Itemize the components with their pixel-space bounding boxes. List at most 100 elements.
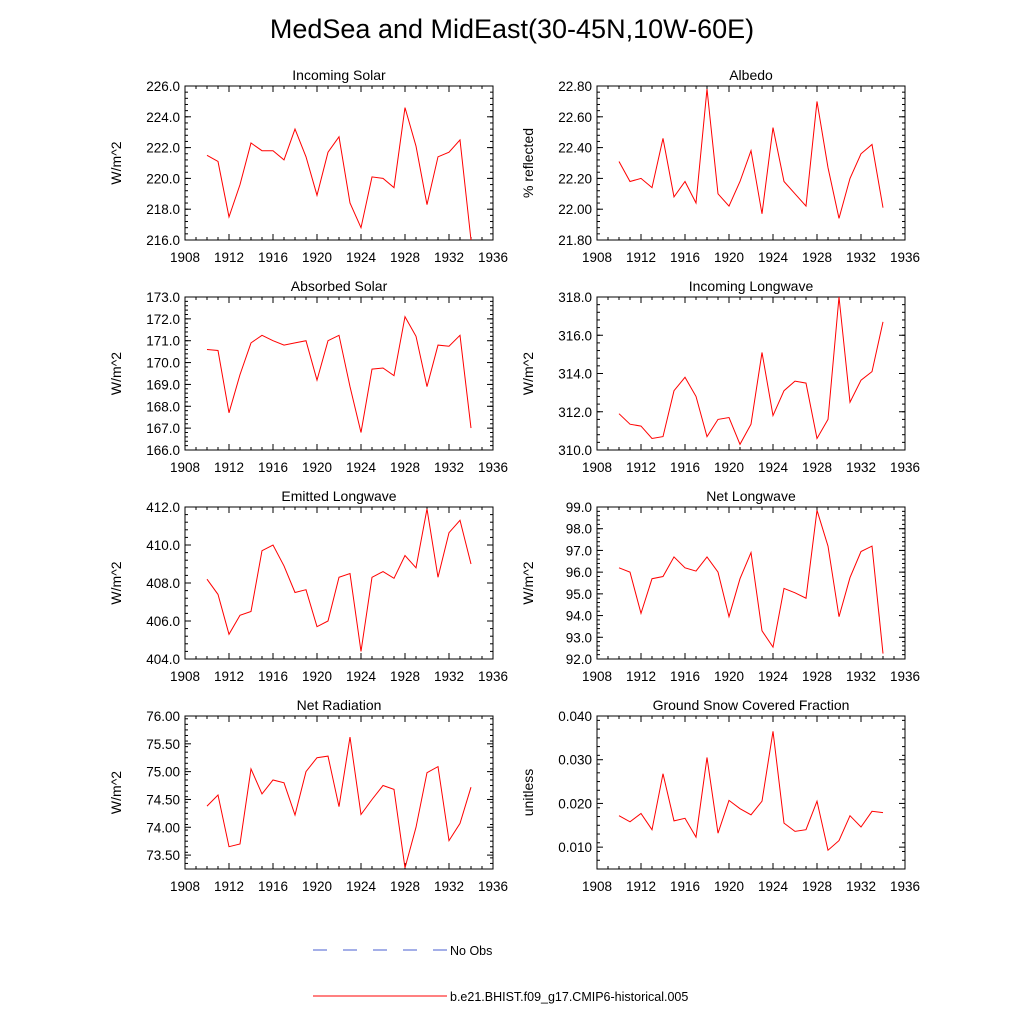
x-tick-label: 1916 xyxy=(670,250,700,265)
y-tick-label: 226.0 xyxy=(146,79,180,94)
panel-absorbed-solar: Absorbed Solar W/m^2 1908 1912 1916 1920 1924 1… xyxy=(108,278,508,475)
x-tick-label: 1924 xyxy=(758,879,789,894)
x-tick-label: 1920 xyxy=(714,250,744,265)
plot-frame xyxy=(596,506,906,660)
x-tick-label: 1908 xyxy=(170,460,200,475)
x-tick-label: 1920 xyxy=(714,669,744,684)
panel-title: Net Longwave xyxy=(706,488,796,504)
y-tick-label: 97.0 xyxy=(566,543,592,558)
x-tick-label: 1912 xyxy=(214,460,244,475)
y-tick-label: 75.50 xyxy=(146,737,180,752)
y-tick-label: 220.0 xyxy=(146,171,180,186)
panel-incoming-solar: Incoming Solar W/m^2 1908 1912 1916 1920 1924 1… xyxy=(108,67,508,265)
y-tick-label: 22.20 xyxy=(558,171,592,186)
x-tick-label: 1912 xyxy=(214,669,244,684)
x-tick-label: 1936 xyxy=(890,460,920,475)
x-tick-label: 1916 xyxy=(258,460,288,475)
panel-title: Incoming Solar xyxy=(292,67,386,83)
y-tick-label: 318.0 xyxy=(558,290,592,305)
x-tick-label: 1928 xyxy=(802,669,832,684)
y-tick-label: 76.00 xyxy=(146,709,180,724)
x-tick-label: 1936 xyxy=(478,669,508,684)
x-tick-label: 1936 xyxy=(890,669,920,684)
panel-net-longwave: Net Longwave W/m^2 1908 1912 1916 1920 1924 192… xyxy=(520,488,920,684)
y-tick-label: 310.0 xyxy=(558,443,592,458)
x-tick-label: 1932 xyxy=(846,460,876,475)
y-axis-label: W/m^2 xyxy=(520,352,536,395)
x-tick-label: 1920 xyxy=(302,460,332,475)
x-tick-label: 1920 xyxy=(714,460,744,475)
x-tick-label: 1908 xyxy=(170,250,200,265)
x-tick-label: 1928 xyxy=(390,250,420,265)
y-tick-label: 21.80 xyxy=(558,233,592,248)
x-tick-label: 1932 xyxy=(846,250,876,265)
series-line xyxy=(618,296,884,446)
panel-title: Incoming Longwave xyxy=(689,278,814,294)
panel-title: Ground Snow Covered Fraction xyxy=(653,697,850,713)
y-axis-label: unitless xyxy=(520,769,536,816)
y-tick-label: 22.60 xyxy=(558,110,592,125)
y-tick-label: 412.0 xyxy=(146,500,180,515)
series-line xyxy=(618,89,884,219)
panel-title: Net Radiation xyxy=(297,697,382,713)
y-tick-label: 167.0 xyxy=(146,421,180,436)
x-tick-label: 1908 xyxy=(582,669,612,684)
y-axis-label: W/m^2 xyxy=(108,561,124,604)
y-tick-label: 75.00 xyxy=(146,765,180,780)
x-tick-label: 1908 xyxy=(582,250,612,265)
panel-incoming-longwave: Incoming Longwave W/m^2 1908 1912 1916 1920 19… xyxy=(520,278,920,475)
x-tick-label: 1924 xyxy=(758,669,789,684)
y-axis-label: W/m^2 xyxy=(520,561,536,604)
x-tick-label: 1908 xyxy=(582,460,612,475)
x-tick-label: 1924 xyxy=(346,250,377,265)
y-tick-label: 216.0 xyxy=(146,233,180,248)
y-tick-label: 406.0 xyxy=(146,614,180,629)
x-tick-label: 1924 xyxy=(758,250,789,265)
plot-frame xyxy=(184,85,494,241)
y-tick-label: 316.0 xyxy=(558,328,592,343)
y-tick-label: 95.0 xyxy=(566,587,592,602)
x-tick-label: 1928 xyxy=(390,460,420,475)
y-tick-label: 74.50 xyxy=(146,792,180,807)
series-line xyxy=(206,107,472,241)
panel-emitted-longwave: Emitted Longwave W/m^2 1908 1912 1916 1920 192… xyxy=(108,488,508,684)
x-tick-label: 1912 xyxy=(626,879,656,894)
y-tick-label: 222.0 xyxy=(146,141,180,156)
y-tick-label: 93.0 xyxy=(566,630,592,645)
panel-net-radiation: Net Radiation W/m^2 1908 1912 1916 1920 1924 19… xyxy=(108,697,508,894)
panel-ground-snow-covered-fraction: Ground Snow Covered Fraction unitless 1908… xyxy=(520,697,920,894)
x-tick-label: 1916 xyxy=(258,250,288,265)
y-tick-label: 171.0 xyxy=(146,334,180,349)
x-tick-label: 1936 xyxy=(890,879,920,894)
y-tick-label: 168.0 xyxy=(146,399,180,414)
x-tick-label: 1916 xyxy=(258,879,288,894)
x-tick-label: 1924 xyxy=(758,460,789,475)
y-tick-label: 410.0 xyxy=(146,538,180,553)
x-tick-label: 1932 xyxy=(434,250,464,265)
x-tick-label: 1932 xyxy=(434,460,464,475)
y-tick-label: 0.010 xyxy=(558,840,592,855)
y-tick-label: 94.0 xyxy=(566,609,592,624)
plot-frame xyxy=(596,85,906,241)
x-tick-label: 1936 xyxy=(478,460,508,475)
y-tick-label: 99.0 xyxy=(566,500,592,515)
x-tick-label: 1920 xyxy=(302,879,332,894)
x-tick-label: 1912 xyxy=(626,460,656,475)
x-tick-label: 1924 xyxy=(346,460,377,475)
plot-frame xyxy=(596,715,906,870)
y-tick-label: 224.0 xyxy=(146,110,180,125)
x-tick-label: 1932 xyxy=(434,879,464,894)
y-tick-label: 0.040 xyxy=(558,709,592,724)
y-tick-label: 404.0 xyxy=(146,652,180,667)
y-tick-label: 170.0 xyxy=(146,356,180,371)
series-line xyxy=(206,508,472,652)
y-tick-label: 173.0 xyxy=(146,290,180,305)
y-tick-label: 169.0 xyxy=(146,377,180,392)
legend: No Obs b.e21.BHIST.f09_g17.CMIP6-histori… xyxy=(313,944,688,1004)
y-tick-label: 0.020 xyxy=(558,796,592,811)
panel-title: Absorbed Solar xyxy=(291,278,388,294)
x-tick-label: 1924 xyxy=(346,669,377,684)
panel-albedo: Albedo % reflected 1908 1912 1916 1920 1924 192… xyxy=(520,67,920,265)
x-tick-label: 1916 xyxy=(670,879,700,894)
y-tick-label: 172.0 xyxy=(146,312,180,327)
